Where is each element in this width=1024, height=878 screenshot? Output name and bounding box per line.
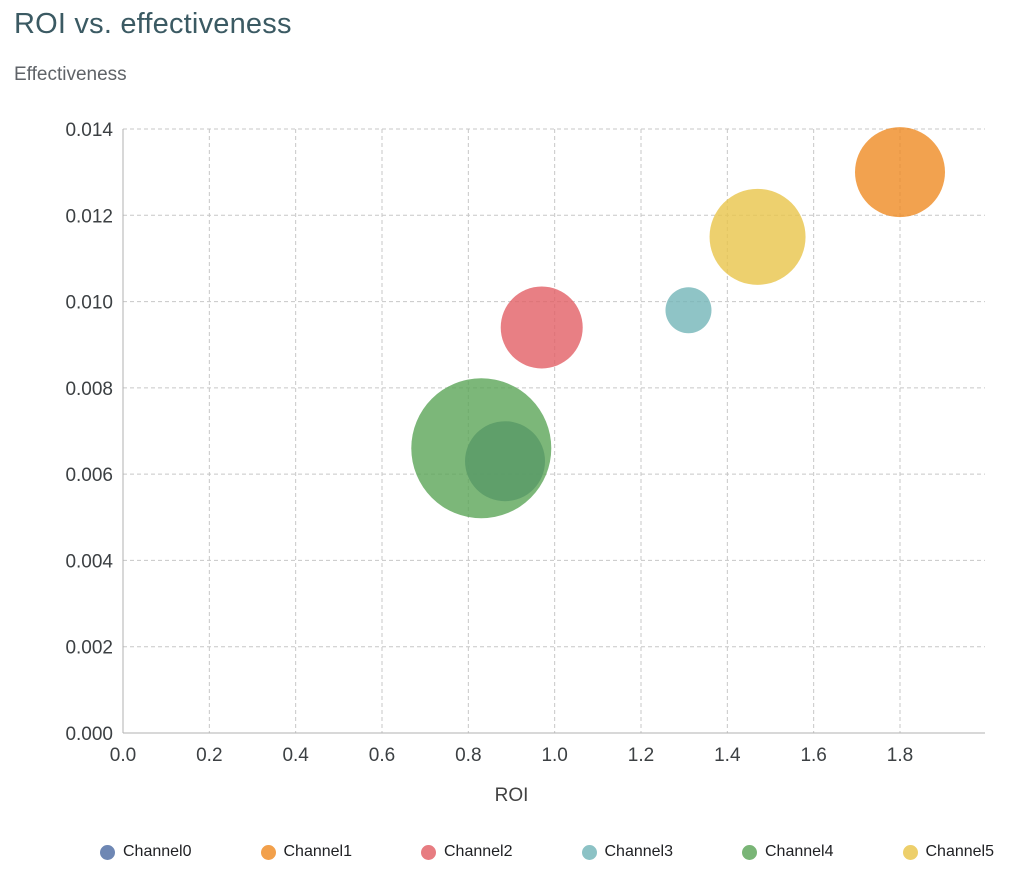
x-tick-label: 0.8 [455,745,481,766]
y-tick-label: 0.006 [65,465,113,486]
x-tick-label: 1.2 [628,745,654,766]
legend-swatch-icon [581,844,597,860]
bubble-channel3[interactable] [665,287,712,334]
bubble-channel2[interactable] [500,286,583,369]
x-axis-title: ROI [495,785,529,806]
legend-item-channel3[interactable]: Channel3 [581,843,674,861]
legend-swatch-icon [100,844,115,860]
legend-swatch-icon [421,844,436,860]
legend-item-channel4[interactable]: Channel4 [742,843,834,861]
x-tick-label: 0.2 [196,745,222,766]
legend-swatch-icon [902,844,918,860]
y-tick-label: 0.004 [65,551,113,572]
chart-title: ROI vs. effectiveness [14,8,292,40]
y-tick-label: 0.008 [65,379,113,400]
legend-item-channel1[interactable]: Channel1 [260,843,353,861]
x-tick-label: 0.6 [369,745,395,766]
legend: Channel0 Channel1 Channel2 Channel3 Channel4… [100,840,994,864]
bubble-chart-plot: 0.000 0.002 0.004 0.006 0.008 0.010 0.012 0.014… [65,120,985,806]
legend-item-channel5[interactable]: Channel5 [902,843,995,861]
y-tick-label: 0.002 [65,638,113,659]
y-tick-label: 0.014 [65,120,113,141]
bubble-channel1[interactable] [855,127,945,218]
legend-swatch-icon [260,844,276,860]
x-tick-label: 0.0 [110,745,136,766]
legend-swatch-icon [742,844,757,860]
y-tick-label: 0.000 [65,724,113,745]
legend-item-channel2[interactable]: Channel2 [421,843,513,861]
y-axis-title: Effectiveness [14,64,127,85]
bubble-channel5[interactable] [709,188,806,285]
x-tick-label: 1.6 [800,745,826,766]
legend-label: Channel2 [444,843,513,860]
legend-label: Channel3 [604,843,674,860]
x-tick-label: 0.4 [282,745,309,766]
x-tick-label: 1.4 [714,745,741,766]
y-tick-label: 0.012 [65,206,113,227]
x-tick-label: 1.0 [541,745,567,766]
legend-label: Channel5 [925,843,995,860]
legend-item-channel0[interactable]: Channel0 [100,843,192,861]
bubble-channel4[interactable] [411,378,552,519]
legend-label: Channel1 [283,843,353,860]
legend-label: Channel4 [765,843,834,860]
y-tick-label: 0.010 [65,293,113,314]
x-tick-label: 1.8 [887,745,913,766]
legend-label: Channel0 [123,843,192,860]
